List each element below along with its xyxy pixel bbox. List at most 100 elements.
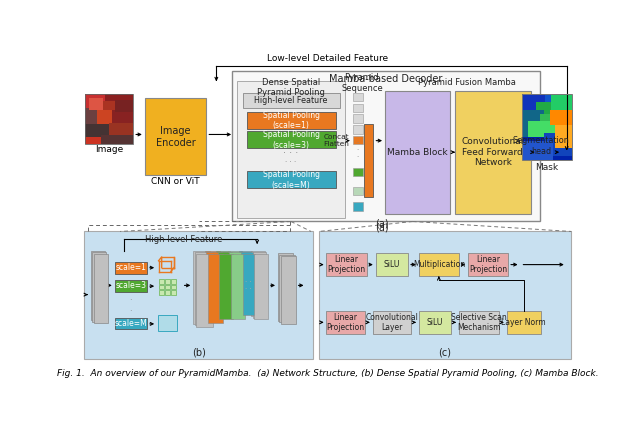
Text: Image: Image <box>95 145 124 155</box>
Bar <box>551 95 572 122</box>
Bar <box>455 91 531 214</box>
Bar <box>115 318 147 329</box>
Bar <box>459 311 499 334</box>
Text: scale=3: scale=3 <box>115 281 147 290</box>
Bar <box>86 95 133 145</box>
Bar <box>220 254 234 319</box>
Bar <box>353 93 363 102</box>
Bar <box>419 253 459 276</box>
Text: Convolutional
Feed Forward
Network: Convolutional Feed Forward Network <box>461 137 524 167</box>
Text: Linear
Projection: Linear Projection <box>326 312 365 332</box>
Bar <box>239 251 252 312</box>
Bar <box>86 137 101 145</box>
Bar <box>353 115 363 123</box>
Bar <box>522 95 545 129</box>
Text: Linear
Projection: Linear Projection <box>469 255 508 274</box>
Bar <box>522 95 572 160</box>
Text: Mask: Mask <box>535 163 558 172</box>
Text: Multiplication: Multiplication <box>413 260 465 269</box>
Bar <box>243 93 340 108</box>
Text: ·
·
·: · · · <box>356 140 358 160</box>
Bar <box>145 98 206 175</box>
Bar <box>164 279 170 284</box>
Bar <box>90 98 103 110</box>
Bar <box>206 252 221 322</box>
Text: Spatial Pooling
(scale=M): Spatial Pooling (scale=M) <box>262 170 319 190</box>
Bar <box>115 262 147 274</box>
Bar <box>353 202 363 210</box>
Bar <box>555 125 572 148</box>
Bar <box>109 123 133 137</box>
Bar <box>243 254 255 316</box>
Bar <box>536 102 572 133</box>
Bar <box>86 124 109 137</box>
Bar <box>208 254 223 323</box>
Text: ·
·
·: · · · <box>129 286 132 316</box>
Bar <box>419 311 451 334</box>
Text: Selective Scan
Mechanism: Selective Scan Mechanism <box>451 312 507 332</box>
Text: (a): (a) <box>375 223 388 233</box>
Bar <box>522 110 543 137</box>
Bar <box>251 251 265 316</box>
Bar <box>91 251 105 320</box>
Bar <box>253 252 266 318</box>
Bar <box>158 316 177 331</box>
Text: Dense Spatial
Pyramid Pooling: Dense Spatial Pyramid Pooling <box>257 78 325 97</box>
Bar <box>113 106 133 123</box>
Bar <box>103 101 115 110</box>
Text: High-level Feature: High-level Feature <box>254 96 328 105</box>
Bar <box>205 251 220 320</box>
Text: · · ·: · · · <box>284 148 299 158</box>
Bar <box>230 252 243 318</box>
Bar <box>280 255 295 322</box>
Text: Spatial Pooling
(scale=1): Spatial Pooling (scale=1) <box>262 111 319 130</box>
Bar <box>159 290 164 295</box>
Bar <box>237 81 345 217</box>
Bar <box>353 168 363 176</box>
Bar <box>92 252 106 322</box>
Bar <box>115 280 147 292</box>
Bar <box>353 187 363 195</box>
Text: Segmentation
head: Segmentation head <box>513 136 570 156</box>
Bar <box>164 285 170 289</box>
Text: Pyramid
Sequence: Pyramid Sequence <box>341 73 383 92</box>
Bar <box>115 100 133 112</box>
Text: SiLU: SiLU <box>427 318 444 327</box>
Text: Mamba-based Decoder: Mamba-based Decoder <box>329 74 442 84</box>
Text: · ·
· ·: · · · · <box>245 279 252 292</box>
Bar <box>171 285 176 289</box>
Text: Convolutional
Layer: Convolutional Layer <box>365 312 419 332</box>
Bar <box>247 171 336 188</box>
Text: Fig. 1.  An overview of our PyramidMamba.  (a) Network Structure, (b) Dense Spat: Fig. 1. An overview of our PyramidMamba.… <box>57 369 599 378</box>
Text: Low-level Detailed Feature: Low-level Detailed Feature <box>268 54 388 63</box>
Bar <box>550 110 573 125</box>
Text: Pyramid Fusion Mamba: Pyramid Fusion Mamba <box>418 79 516 87</box>
Bar <box>218 252 232 318</box>
Text: (a): (a) <box>375 218 388 228</box>
Bar <box>353 104 363 112</box>
Bar <box>164 290 170 295</box>
Text: (b): (b) <box>192 347 205 357</box>
Bar <box>376 253 408 276</box>
Bar <box>241 252 253 314</box>
Text: (c): (c) <box>438 347 452 357</box>
Bar <box>159 285 164 289</box>
Bar <box>196 254 213 327</box>
Bar <box>232 71 540 221</box>
Bar <box>528 122 555 137</box>
Text: SiLU: SiLU <box>384 260 400 269</box>
Bar <box>86 95 105 108</box>
Text: High-level Feature: High-level Feature <box>145 235 222 243</box>
Text: Concat
Flatten: Concat Flatten <box>324 134 349 147</box>
Bar <box>278 253 293 321</box>
Bar <box>231 254 245 319</box>
Text: · · ·: · · · <box>285 159 297 165</box>
Bar <box>353 136 363 145</box>
Bar <box>543 133 572 156</box>
Bar <box>326 311 365 334</box>
Bar <box>216 251 230 316</box>
Bar <box>540 114 572 137</box>
Text: Mamba Block: Mamba Block <box>387 148 447 157</box>
Bar <box>228 251 242 316</box>
Text: Image
Encoder: Image Encoder <box>156 126 195 148</box>
